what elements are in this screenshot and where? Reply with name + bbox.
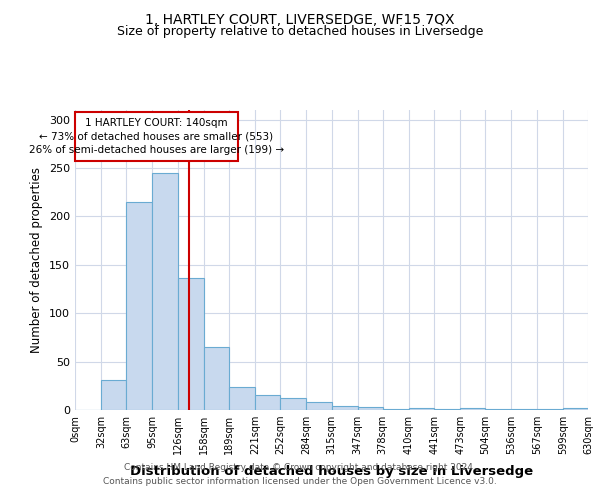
Text: Contains HM Land Registry data © Crown copyright and database right 2024.: Contains HM Land Registry data © Crown c… — [124, 464, 476, 472]
Text: Contains public sector information licensed under the Open Government Licence v3: Contains public sector information licen… — [103, 477, 497, 486]
Bar — [306, 402, 331, 410]
Bar — [255, 394, 280, 410]
X-axis label: Distribution of detached houses by size in Liversedge: Distribution of detached houses by size … — [130, 466, 533, 478]
Y-axis label: Number of detached properties: Number of detached properties — [31, 167, 43, 353]
Bar — [127, 202, 152, 410]
Bar — [460, 408, 485, 410]
Bar — [511, 409, 537, 410]
Text: 1, HARTLEY COURT, LIVERSEDGE, WF15 7QX: 1, HARTLEY COURT, LIVERSEDGE, WF15 7QX — [145, 12, 455, 26]
Bar — [383, 409, 409, 410]
Text: ← 73% of detached houses are smaller (553): ← 73% of detached houses are smaller (55… — [40, 132, 274, 141]
Text: Size of property relative to detached houses in Liversedge: Size of property relative to detached ho… — [117, 25, 483, 38]
Bar — [537, 409, 563, 410]
Bar — [229, 387, 255, 410]
Bar — [563, 408, 588, 410]
Bar — [331, 406, 358, 410]
Bar — [434, 409, 460, 410]
Text: 26% of semi-detached houses are larger (199) →: 26% of semi-detached houses are larger (… — [29, 146, 284, 156]
FancyBboxPatch shape — [75, 112, 238, 162]
Text: 1 HARTLEY COURT: 140sqm: 1 HARTLEY COURT: 140sqm — [85, 118, 228, 128]
Bar — [203, 347, 229, 410]
Bar — [280, 398, 306, 410]
Bar — [485, 409, 511, 410]
Bar — [358, 407, 383, 410]
Bar — [178, 278, 203, 410]
Bar — [152, 173, 178, 410]
Bar — [409, 408, 434, 410]
Bar — [101, 380, 127, 410]
